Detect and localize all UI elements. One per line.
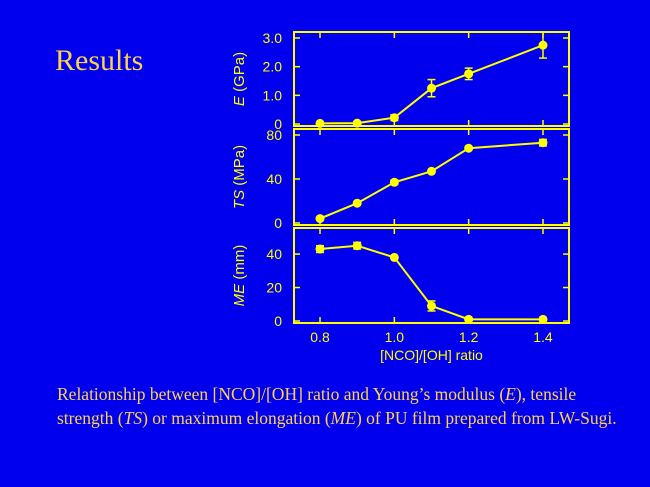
y-tick-label: 20 [266, 280, 282, 296]
y-axis-symbol: E [231, 95, 248, 106]
panel-ts: 0 40 80 TS (MPa) [231, 127, 570, 231]
x-tick-label: 1.2 [459, 329, 479, 345]
series-line [319, 244, 543, 321]
series-line [320, 44, 544, 125]
data-point [315, 244, 325, 254]
x-tick-label: 1.0 [385, 329, 405, 345]
y-tick-label: 0 [274, 313, 282, 329]
y-axis-label: E (GPa) [231, 52, 248, 106]
y-tick-label: 0 [274, 215, 282, 231]
y-axis-unit: (mm) [231, 245, 248, 284]
slide-caption: Relationship between [NCO]/[OH] ratio an… [57, 382, 617, 430]
y-axis-symbol: TS [231, 190, 248, 209]
data-point [427, 83, 436, 93]
y-tick-label: 80 [266, 127, 282, 143]
slide-title: Results [55, 44, 144, 77]
data-point [538, 40, 548, 50]
data-point [389, 252, 399, 262]
data-point [538, 314, 548, 324]
data-point [389, 113, 399, 123]
data-point [352, 241, 362, 251]
data-point [315, 118, 325, 128]
y-axis-label: ME (mm) [231, 245, 248, 307]
caption-me-symbol: ME [330, 408, 356, 428]
y-axis-label: TS (MPa) [231, 145, 248, 209]
caption-e-symbol: E [505, 384, 516, 404]
data-point [389, 177, 399, 187]
panel-frame [293, 128, 570, 226]
panel-e: 0 1.0 2.0 3.0 E (GPa) [231, 30, 570, 132]
caption-part2: ), tensile strength ( [57, 384, 577, 428]
data-point [315, 214, 325, 224]
panel-frame [293, 31, 570, 127]
y-tick-label: 40 [266, 246, 282, 262]
data-point [352, 118, 362, 128]
data-point [464, 314, 474, 324]
caption-ts-symbol: TS [123, 408, 143, 428]
y-tick-label: 3.0 [263, 30, 283, 46]
series-line [319, 141, 544, 220]
x-tick-label: 0.8 [310, 329, 330, 345]
caption-part3: ) or maximum elongation ( [142, 408, 331, 428]
data-point [538, 138, 548, 148]
y-tick-label: 2.0 [263, 59, 283, 75]
y-axis-symbol: ME [231, 283, 248, 306]
data-point [427, 301, 436, 311]
caption-part4: ) of PU film prepared from LW-Sugi. [355, 408, 617, 428]
x-tick-label: 1.4 [533, 329, 553, 345]
x-axis-label: [NCO]/[OH] ratio [380, 347, 483, 363]
y-axis-unit: (GPa) [231, 52, 248, 96]
data-point [464, 143, 474, 153]
panel-me: 0 20 40 ME (mm) [231, 227, 570, 329]
y-tick-label: 0 [274, 116, 282, 132]
panel-frame [293, 227, 570, 324]
data-point [427, 166, 436, 176]
y-axis-unit: (MPa) [231, 145, 248, 190]
y-tick-label: 40 [266, 171, 282, 187]
data-point [352, 198, 362, 208]
data-point [464, 69, 474, 79]
y-tick-label: 1.0 [263, 87, 283, 103]
caption-part1: Relationship between [NCO]/[OH] ratio an… [57, 384, 506, 404]
